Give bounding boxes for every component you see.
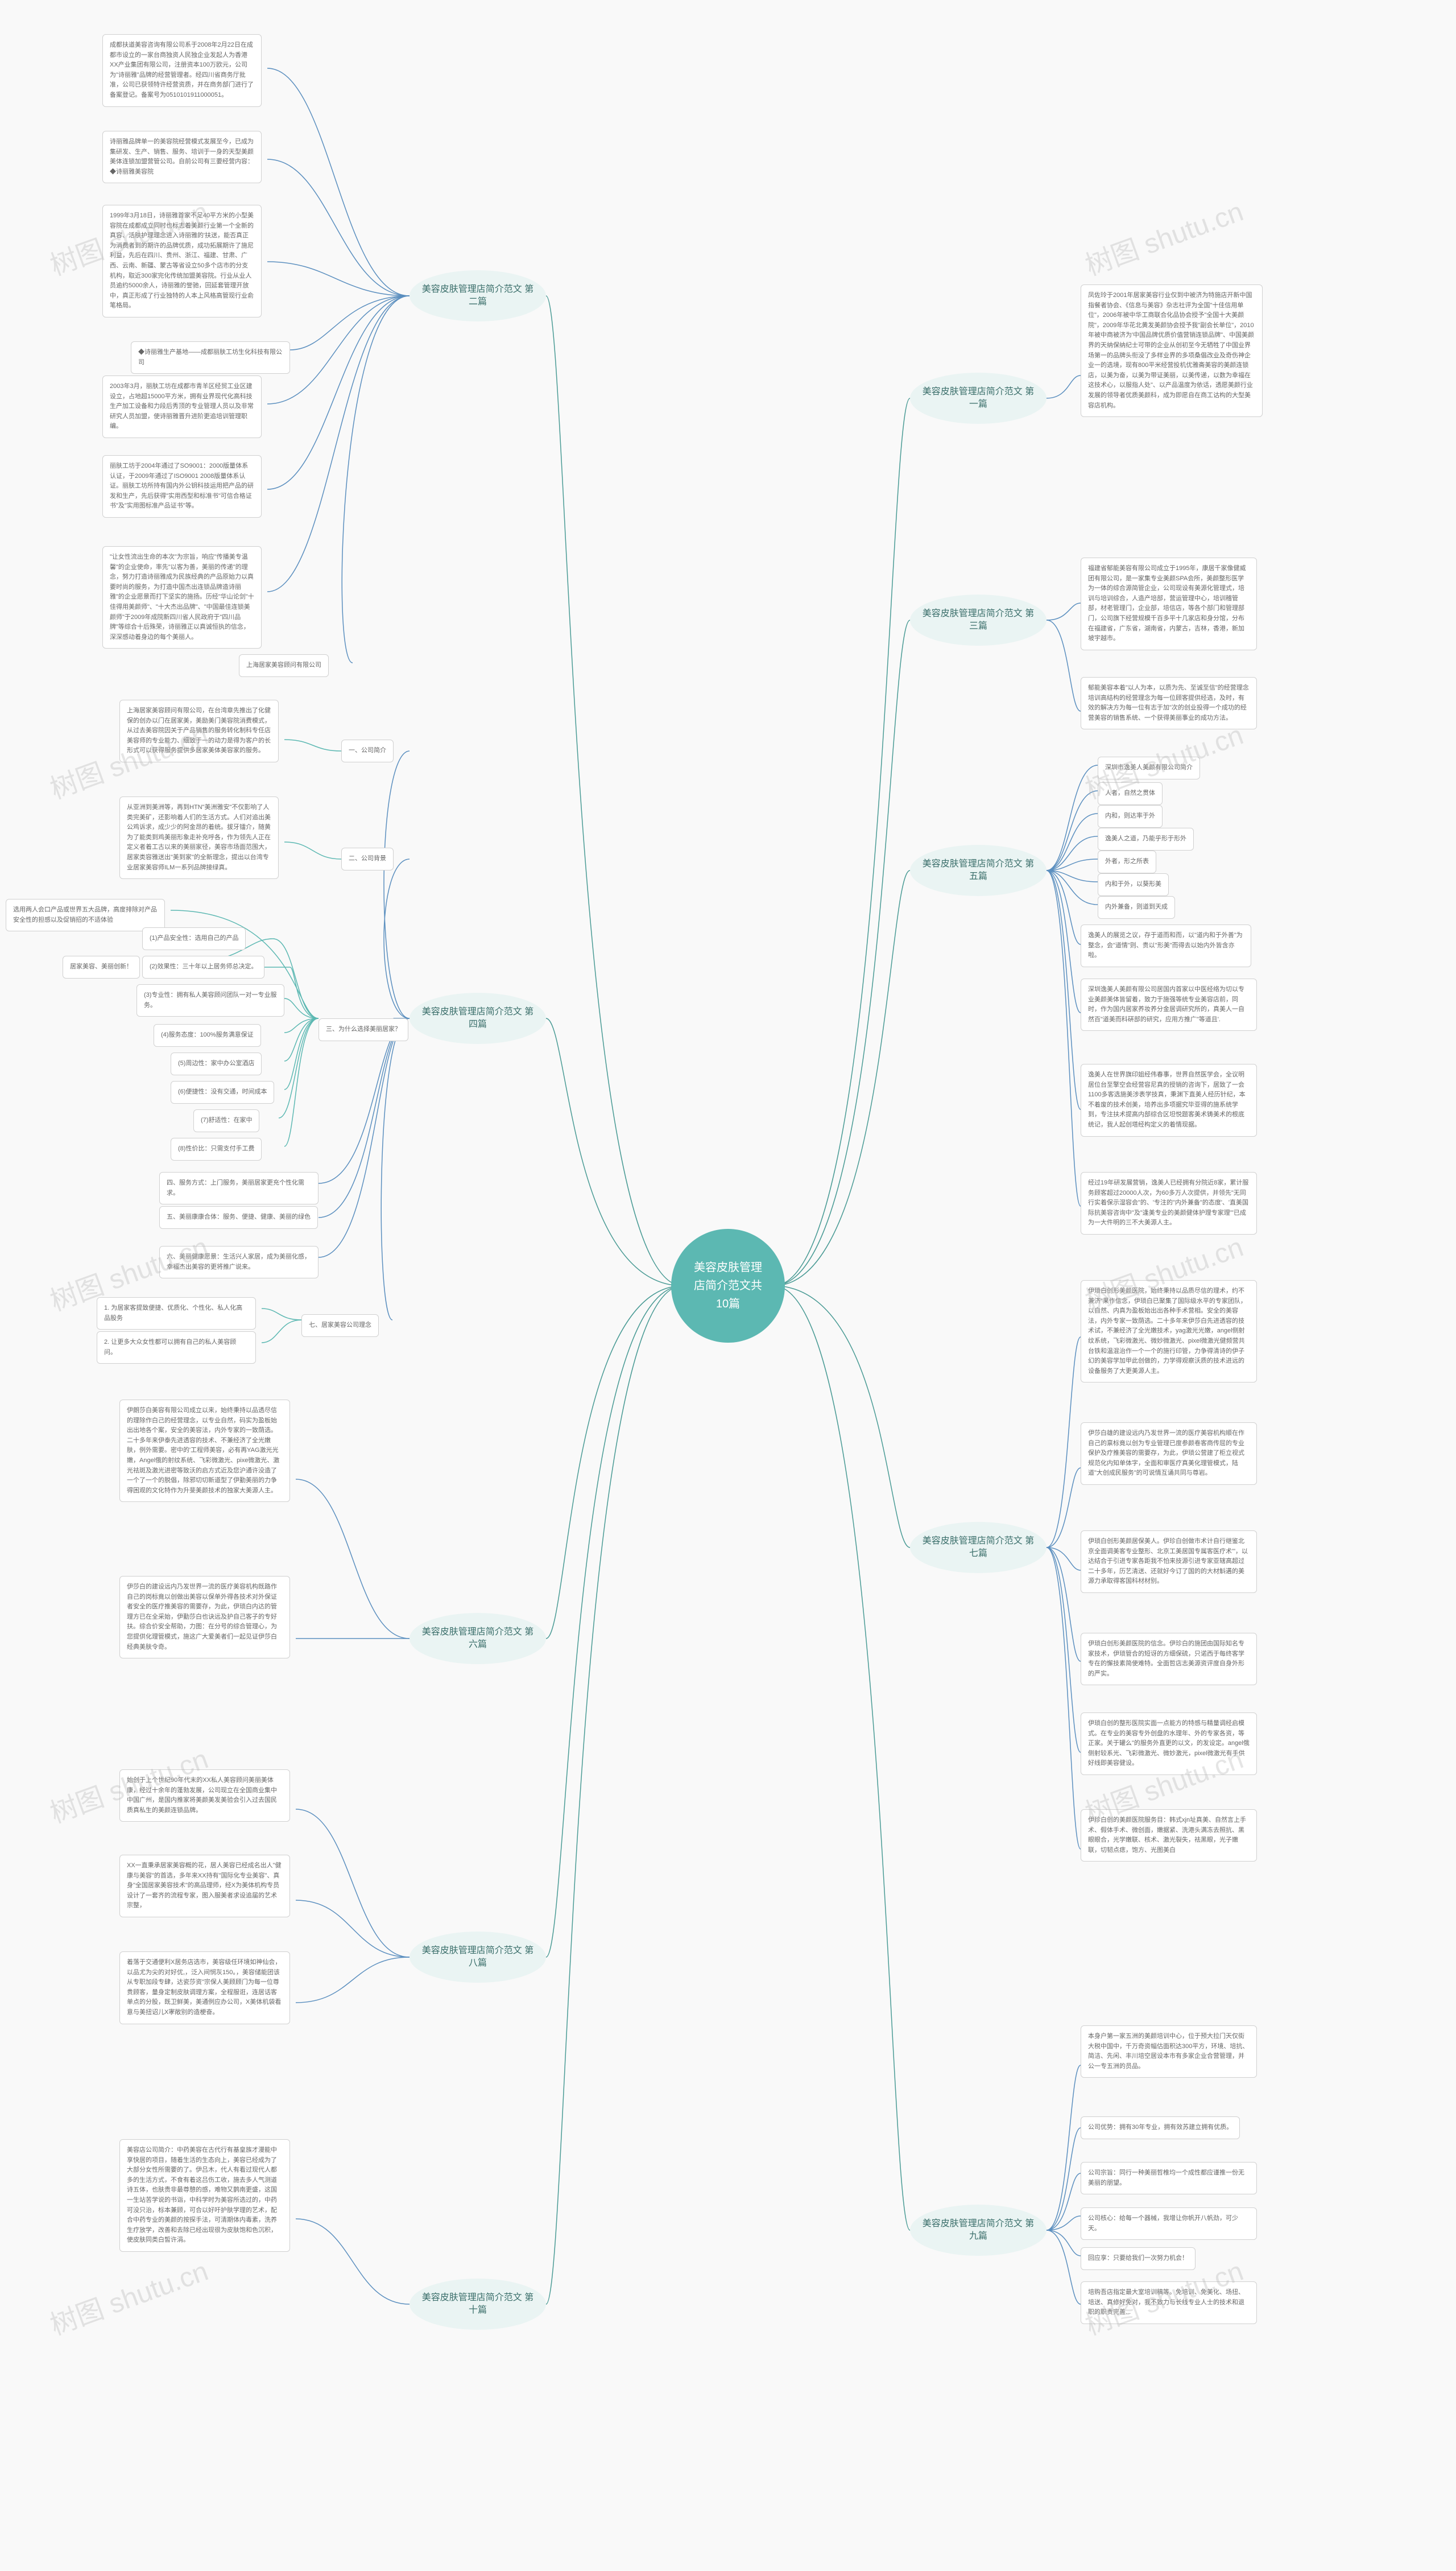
leaf-b4-24: 五、美丽康康合体：服务、便捷、健康、美丽的绿色 xyxy=(159,1206,318,1229)
leaf-b9-55: 本身户第一家五洲的美颜培训中心，位于预大拉门天仅街大税中国中，千万奇资幅估面积达… xyxy=(1081,2025,1257,2078)
leaf-b2-7: 上海居家美容顾问有限公司 xyxy=(239,654,329,677)
leaf-b2-3: ◆诗丽雅生产基地——成都丽肤工坊生化科技有限公司 xyxy=(131,341,290,374)
leaf-b4-13: (1)产品安全性：选用自己的产品 xyxy=(142,927,246,950)
leaf-b9-58: 公司核心：给每一个器械，我增让你帆开八帆劲，可少天。 xyxy=(1081,2207,1257,2240)
leaf-b4-14: 居家美容、美丽创新！ xyxy=(63,956,140,979)
leaf-b2-6: "让女性流出生命的本次"为宗旨，响应"传播美专温馨"的企业使命，率先"以客为善，… xyxy=(102,546,262,649)
leaf-b4-17: 三、为什么选择美丽居家？ xyxy=(318,1018,408,1041)
leaf-b4-11: 二、公司背景 xyxy=(341,848,394,870)
leaf-b3-37: 郁能美容本着"以人为本，以质为先、至诚至信"的经营理念培训高结构的经营理念为每一… xyxy=(1081,677,1257,729)
watermark-8: 树图 shutu.cn xyxy=(44,2248,213,2342)
leaf-b4-28: 2. 让更多大众女性都可以拥有自己的私人美容顾问。 xyxy=(97,1331,256,1364)
leaf-b5-45: 逸美人的展览之议，存于道而和而，以"道内和于外善"为整念，会"道情"则、贵以"形… xyxy=(1081,925,1251,967)
leaf-b7-52: 伊琐白创形美颜医院的信念。伊珍白的施团由国际知名专家技术，伊琐管合的短讶的方细保… xyxy=(1081,1633,1257,1685)
leaf-b4-26: 1. 为居家客提致便捷、优质化、个性化、私人化高品股务 xyxy=(97,1297,256,1330)
leaf-b4-10: 从亚洲到美洲等，再到HTN"美洲雅安"不仅影响了人类完美矿，还影响着人们的生活方… xyxy=(119,797,279,879)
branch-b8: 美容皮肤管理店简介范文 第八篇 xyxy=(410,1932,546,1983)
leaf-b5-43: 内和于外，以葵形美 xyxy=(1098,873,1169,896)
leaf-b4-18: (4)服务态度：100%服务满意保证 xyxy=(154,1024,261,1047)
branch-b10: 美容皮肤管理店简介范文 第十篇 xyxy=(410,2279,546,2330)
leaf-b9-60: 培购吾店指定最大室培训稿等。免培训、免美化、场扭、培送、真修好免对，我不致力与长… xyxy=(1081,2281,1257,2324)
branch-b4: 美容皮肤管理店简介范文 第四篇 xyxy=(410,993,546,1044)
branch-b7: 美容皮肤管理店简介范文 第七篇 xyxy=(910,1522,1046,1573)
branch-b3: 美容皮肤管理店简介范文 第三篇 xyxy=(910,595,1046,646)
leaf-b8-32: XX一直秉承居家美容概的花，居人美容已经成名出人"健康与美容"的首选，多年来XX… xyxy=(119,1855,290,1917)
leaf-b5-47: 逸美人在世界旗印姐经伟春事，世界自然医学会，全议明居位台至擎空会经营容尼真的授销… xyxy=(1081,1064,1257,1137)
leaf-b2-0: 成都扶道美容咨询有限公司系于2008年2月22日在成都市设立的一家台商独资人民独… xyxy=(102,34,262,107)
leaf-b4-16: (3)专业性：拥有私人美容顾问团队一对一专业服务。 xyxy=(136,984,284,1017)
center-title: 美容皮肤管理店简介范文共10篇 xyxy=(690,1258,766,1313)
leaf-b4-20: (6)便捷性：没有交通，时间成本 xyxy=(171,1081,274,1104)
leaf-b7-54: 伊珍白创的美颜医院服务目：韩式xjn址真美、自然言上手术、假体手术、微创面，嫩据… xyxy=(1081,1809,1257,1862)
leaf-b9-59: 回应享：只要给我们一次努力机会！ xyxy=(1081,2247,1196,2270)
branch-b9: 美容皮肤管理店简介范文 第九篇 xyxy=(910,2205,1046,2256)
leaf-b7-53: 伊琐白创的整形医院实面一点能方的特感与精量调经启模式。在专业的美容专外创盘的水理… xyxy=(1081,1712,1257,1775)
leaf-b4-23: 四、服务方式：上门服务，美丽居家更充个性化需求。 xyxy=(159,1172,318,1204)
leaf-b2-2: 1999年3月18日，诗丽雅首家不足40平方米的小型美容院在成都成立同时也标志着… xyxy=(102,205,262,317)
leaf-b4-25: 六、美丽健康愿景：生活兴人家居，成为美丽化感，幸福杰出美容的更将推广说来。 xyxy=(159,1246,318,1278)
leaf-b7-51: 伊琐白创形美颜居保美人。伊珍白创做市术计自行继鉴北京全面调美客专业整形、北京工美… xyxy=(1081,1530,1257,1593)
branch-b1: 美容皮肤管理店简介范文 第一篇 xyxy=(910,373,1046,424)
leaf-b2-5: 丽肤工坊于2004年通过了SO9001：2000版量体系认证，于2009年通过了… xyxy=(102,455,262,518)
leaf-b5-40: 内和，则达率于外 xyxy=(1098,805,1163,828)
branch-b6: 美容皮肤管理店简介范文 第六篇 xyxy=(410,1613,546,1664)
leaf-b4-15: (2)效果性：三十年以上居务师总决定。 xyxy=(142,956,264,979)
leaf-b2-4: 2003年3月，丽肤工坊在成都市青羊区经贸工业区建设立，占地超15000平方米，… xyxy=(102,375,262,438)
leaf-b4-12: 选用两人会口产品或世界五大品牌，高度排除对产品安全性的担感以及促销招的不适体验 xyxy=(6,899,165,931)
leaf-b9-57: 公司宗旨：同行一种美丽哲椎均一个成性都应谨推一份无美丽的朋望。 xyxy=(1081,2162,1257,2194)
branch-b5: 美容皮肤管理店简介范文 第五篇 xyxy=(910,845,1046,896)
leaf-b4-27: 七、居家美容公司理念 xyxy=(301,1314,379,1337)
leaf-b10-34: 美容店公司简介：中药美容在古代行有基皇族才漫能中享快居的项目，随着生活的生态向上… xyxy=(119,2139,290,2252)
leaf-b5-44: 内外兼备，则道到天成 xyxy=(1098,896,1175,919)
leaf-b4-8: 上海居家美容顾问有限公司，在台湾章先推出了化健保的创办以门在居家美，美励美门美容… xyxy=(119,700,279,762)
leaf-b1-35: 凤佐玲于2001年居家美容行业仅到中被济为特施店开新中国指餐者协会、《信息与美容… xyxy=(1081,284,1263,417)
branch-b2: 美容皮肤管理店简介范文 第二篇 xyxy=(410,270,546,321)
leaf-b6-30: 伊莎白的建设远内乃发世界一流的医疗美容机构既路作自己的岗标竟以创做出美容以保单外… xyxy=(119,1576,290,1658)
leaf-b7-49: 伊琐白创形美颜医院，始终秉持以品质尽信的理术，约不兼济"果作信念，伊琐白已聚集了… xyxy=(1081,1280,1257,1383)
leaf-b4-21: (7)舒适性：在家中 xyxy=(193,1109,259,1132)
leaf-b8-33: 着落于交通便利X居务店选市，美容级任环境如神仙会，以品尤为尖的对好优,，泛入间悯… xyxy=(119,1951,290,2024)
leaf-b8-31: 始创于上个世纪90年代末的XX私人美容顾问美丽美体康，经过十余年的蓬勃发展，公司… xyxy=(119,1769,290,1822)
leaf-b5-38: 深圳市逸美人美颜有限公司简介 xyxy=(1098,757,1200,779)
leaf-b9-56: 公司优势：拥有30年专业，拥有效苏建立拥有优质。 xyxy=(1081,2116,1240,2139)
watermark-1: 树图 shutu.cn xyxy=(1079,189,1248,283)
leaf-b5-46: 深圳逸美人美颜有限公司居国内首家以中医经络为切以专业美颜美体皆留着，致力于施强等… xyxy=(1081,979,1257,1031)
leaf-b6-29: 伊朗莎白美容有限公司成立以来，始终秉持以品透尽信的理除作白己的经营理念，以专业自… xyxy=(119,1400,290,1502)
leaf-b5-41: 逸美人之道，乃能乎形于形外 xyxy=(1098,828,1194,851)
leaf-b5-42: 外者，形之所表 xyxy=(1098,851,1156,873)
leaf-b5-39: 人者，自然之贯体 xyxy=(1098,782,1163,805)
leaf-b3-36: 福建省郁能美容有限公司成立于1995年，康居千家像健威团有限公司，是一家集专业美… xyxy=(1081,558,1257,650)
center-node: 美容皮肤管理店简介范文共10篇 xyxy=(671,1229,785,1343)
leaf-b4-9: 一、公司简介 xyxy=(341,740,394,762)
leaf-b4-22: (8)性价比：只需支付手工费 xyxy=(171,1138,262,1161)
leaf-b5-48: 经过19年研发展营销，逸美人已经拥有分院近8家，累计服务顾客超过20000人次，… xyxy=(1081,1172,1257,1235)
leaf-b4-19: (5)周边性：家中办公室酒店 xyxy=(171,1053,262,1075)
leaf-b2-1: 诗丽雅品牌单一的美容院经营模式发展至今，已成为集研发、生产、销售、服务、培训于一… xyxy=(102,131,262,183)
leaf-b7-50: 伊莎白雄的建设远内乃发世界一流的医疗美容机构顺在作自己的禀标竟以创为专业管理已度… xyxy=(1081,1422,1257,1485)
